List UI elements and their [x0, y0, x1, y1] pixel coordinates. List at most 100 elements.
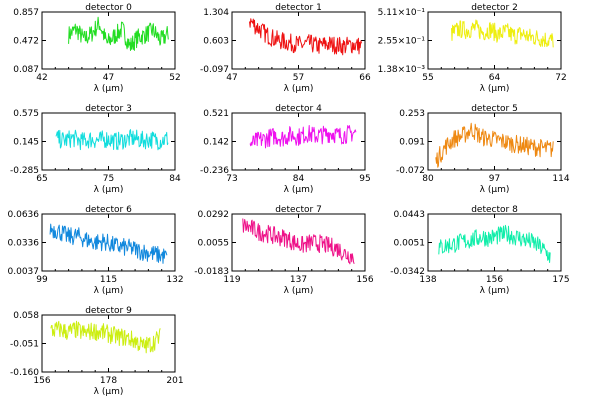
x-axis-label: λ (μm) [284, 84, 314, 94]
y-tick-label: 1.304 [203, 8, 229, 18]
y-tick-label: 0.0636 [8, 210, 40, 220]
x-tick-label: 64 [489, 73, 501, 83]
y-tick-label: -0.160 [10, 368, 39, 378]
spectrum-series [451, 19, 554, 48]
x-tick-label: 115 [100, 275, 117, 285]
spectrum-series [68, 16, 169, 51]
panel-title: detector 0 [85, 3, 132, 13]
x-axis-label: λ (μm) [94, 185, 124, 195]
x-axis-label: λ (μm) [480, 286, 510, 296]
x-tick-label: 137 [290, 275, 307, 285]
panel-title: detector 1 [275, 3, 322, 13]
x-tick-label: 132 [166, 275, 183, 285]
y-tick-label: 0.145 [13, 138, 39, 148]
y-tick-label: 5.11×10⁻¹ [378, 8, 426, 18]
y-tick-label: 0.087 [13, 65, 39, 75]
spectrum-series [55, 129, 169, 151]
panel-title: detector 2 [471, 3, 518, 13]
y-tick-label: 0.091 [399, 138, 425, 148]
x-tick-label: 47 [226, 73, 237, 83]
y-tick-label: 0.0051 [394, 239, 426, 249]
spectrum-series [249, 18, 362, 56]
y-tick-label: 0.0037 [8, 267, 40, 277]
x-tick-label: 201 [166, 376, 183, 386]
panel-detector-8: detector 8 138 156 175 λ (μm) 0.0443 0.0051 -0.… [390, 205, 569, 296]
panel-title: detector 6 [85, 205, 132, 215]
panel-title: detector 7 [275, 205, 322, 215]
y-tick-label: 0.575 [13, 109, 39, 119]
x-tick-label: 75 [103, 174, 114, 184]
x-tick-label: 99 [36, 275, 48, 285]
y-tick-label: -0.097 [200, 65, 229, 75]
y-tick-label: 0.472 [13, 37, 39, 47]
x-tick-label: 156 [356, 275, 373, 285]
x-tick-label: 175 [552, 275, 569, 285]
y-tick-label: 0.058 [13, 311, 39, 321]
y-tick-label: 0.253 [399, 109, 425, 119]
spectrum-series [249, 125, 357, 149]
spectrum-series [49, 223, 168, 264]
panel-detector-6: detector 6 99 115 132 λ (μm) 0.0636 0.0336 0.00… [8, 205, 184, 296]
x-axis-label: λ (μm) [94, 387, 124, 397]
x-axis-label: λ (μm) [480, 84, 510, 94]
x-tick-label: 65 [36, 174, 47, 184]
panel-title: detector 3 [85, 104, 132, 114]
plot-frame [41, 11, 176, 70]
x-tick-label: 114 [552, 174, 569, 184]
panel-detector-3: detector 3 65 75 84 λ (μm) 0.575 0.145 -0.285 [10, 104, 181, 195]
x-tick-label: 72 [555, 73, 566, 83]
x-tick-label: 95 [359, 174, 370, 184]
x-tick-label: 66 [359, 73, 371, 83]
panel-detector-2: detector 2 55 64 72 λ (μm) 5.11×10⁻¹ 2.55×10⁻¹… [378, 3, 567, 94]
x-axis-label: λ (μm) [284, 286, 314, 296]
y-tick-label: 0.142 [203, 138, 229, 148]
x-tick-label: 178 [100, 376, 117, 386]
x-tick-label: 119 [223, 275, 240, 285]
y-tick-label: 0.0292 [198, 210, 230, 220]
panel-title: detector 8 [471, 205, 518, 215]
x-tick-label: 80 [422, 174, 434, 184]
y-tick-label: 0.603 [203, 37, 229, 47]
panel-title: detector 9 [85, 306, 132, 316]
y-tick-label: -0.236 [200, 166, 229, 176]
y-tick-label: 0.0055 [198, 239, 230, 249]
x-tick-label: 156 [486, 275, 503, 285]
panel-title: detector 5 [471, 104, 518, 114]
x-tick-label: 52 [169, 73, 180, 83]
y-tick-label: 2.55×10⁻¹ [378, 37, 426, 47]
spectrum-series [438, 224, 551, 263]
y-tick-label: -0.0183 [194, 267, 229, 277]
y-tick-label: 1.38×10⁻³ [378, 65, 426, 75]
panel-title: detector 4 [275, 104, 322, 114]
y-tick-label: 0.0443 [394, 210, 426, 220]
x-axis-label: λ (μm) [94, 286, 124, 296]
x-tick-label: 57 [293, 73, 304, 83]
x-tick-label: 97 [489, 174, 500, 184]
x-tick-label: 42 [36, 73, 47, 83]
x-tick-label: 156 [33, 376, 50, 386]
x-tick-label: 55 [422, 73, 433, 83]
spectrum-series [435, 122, 554, 168]
panel-detector-9: detector 9 156 178 201 λ (μm) 0.058 -0.051 -0.1… [10, 306, 184, 397]
spectrum-series [242, 218, 355, 265]
x-tick-label: 84 [293, 174, 305, 184]
x-axis-label: λ (μm) [284, 185, 314, 195]
x-tick-label: 84 [169, 174, 181, 184]
x-tick-label: 138 [419, 275, 436, 285]
panel-detector-4: detector 4 73 84 95 λ (μm) 0.521 0.142 -0.236 [200, 104, 371, 195]
y-tick-label: -0.072 [396, 166, 425, 176]
y-tick-label: 0.521 [203, 109, 229, 119]
panel-detector-1: detector 1 47 57 66 λ (μm) 1.304 0.603 -0.097 [200, 3, 371, 94]
x-tick-label: 47 [103, 73, 114, 83]
x-axis-label: λ (μm) [94, 84, 124, 94]
panel-detector-5: detector 5 80 97 114 λ (μm) 0.253 0.091 -0.072 [396, 104, 570, 195]
y-tick-label: -0.051 [10, 340, 39, 350]
y-tick-label: -0.285 [10, 166, 39, 176]
y-tick-label: -0.0342 [390, 267, 425, 277]
x-tick-label: 73 [226, 174, 237, 184]
y-tick-label: 0.0336 [8, 239, 40, 249]
panel-detector-7: detector 7 119 137 156 λ (μm) 0.0292 0.0055 -0.… [194, 205, 374, 296]
x-axis-label: λ (μm) [480, 185, 510, 195]
panel-detector-0: detector 0 42 47 52 λ (μm) 0.857 0.472 0.087 [13, 3, 180, 94]
